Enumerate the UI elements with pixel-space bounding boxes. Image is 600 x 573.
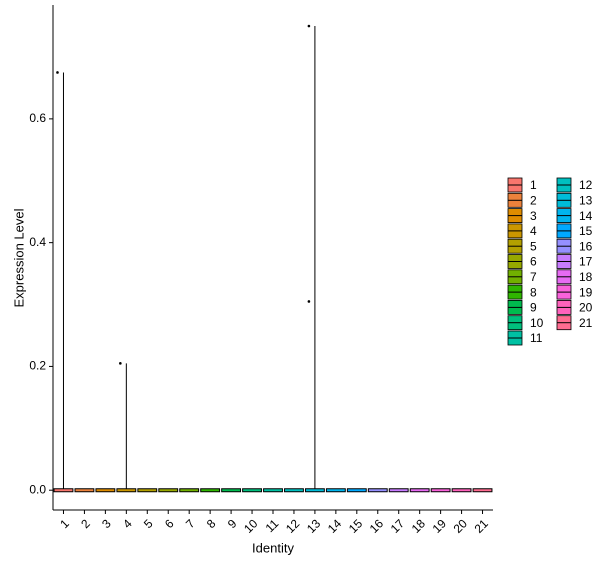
violin [221,488,242,493]
violin [388,488,409,493]
violin [95,488,116,493]
violin [200,488,221,493]
legend-label: 7 [530,270,537,284]
legend-label: 3 [530,209,537,223]
legend-label: 13 [579,193,593,207]
violin [472,488,493,493]
violin [304,26,325,493]
violin [430,488,451,493]
y-tick-label: 0.0 [29,482,46,496]
x-tick-label: 10 [241,516,261,536]
legend-label: 21 [579,316,593,330]
x-tick-label: 6 [162,516,177,531]
x-tick-label: 3 [99,516,114,531]
x-tick-label: 18 [409,516,429,536]
legend-label: 17 [579,255,593,269]
x-tick-label: 13 [304,516,324,536]
violin [242,488,262,493]
x-tick-label: 8 [204,516,219,531]
x-tick-label: 21 [472,516,492,536]
legend-label: 12 [579,178,593,192]
legend-label: 6 [530,255,537,269]
violin [116,363,137,493]
x-tick-label: 4 [120,516,135,531]
x-tick-label: 12 [283,516,303,536]
x-tick-label: 7 [183,516,198,531]
x-tick-label: 1 [57,516,72,531]
violin [263,488,283,493]
y-tick-label: 0.4 [29,235,46,249]
legend-label: 10 [530,316,544,330]
data-point [307,24,311,28]
x-tick-label: 17 [388,516,408,536]
legend-label: 5 [530,239,537,253]
violin [451,488,472,493]
x-tick-label: 5 [141,516,156,531]
violin [367,488,388,493]
violin [179,488,200,493]
x-tick-label: 19 [430,516,450,536]
violin [325,488,346,493]
data-point [119,362,122,365]
x-axis-title: Identity [252,540,294,555]
legend-label: 20 [579,301,593,315]
violin [284,488,304,493]
legend-label: 11 [530,331,543,345]
legend-label: 4 [530,224,537,238]
legend-label: 15 [579,224,593,238]
y-tick-label: 0.6 [29,111,46,125]
legend-label: 8 [530,285,537,299]
x-tick-label: 9 [225,516,240,531]
legend-label: 9 [530,301,537,315]
legend-label: 14 [579,209,593,223]
x-tick-label: 15 [346,516,366,536]
violin [74,488,95,493]
legend-label: 2 [530,193,537,207]
violin [137,488,158,493]
legend-label: 1 [530,178,537,192]
violin [409,488,430,493]
legend-label: 19 [579,285,593,299]
x-tick-label: 20 [451,516,471,536]
y-axis-title: Expression Level [11,208,26,307]
violin [346,488,367,493]
violin [53,72,74,493]
x-tick-label: 16 [367,516,387,536]
data-point [56,71,59,74]
legend-label: 18 [579,270,593,284]
x-tick-label: 2 [78,516,93,531]
data-point [307,300,311,303]
legend-label: 16 [579,239,593,253]
x-tick-label: 11 [263,516,282,535]
y-tick-label: 0.2 [29,359,46,373]
violin [158,488,179,493]
x-tick-label: 14 [325,516,345,536]
